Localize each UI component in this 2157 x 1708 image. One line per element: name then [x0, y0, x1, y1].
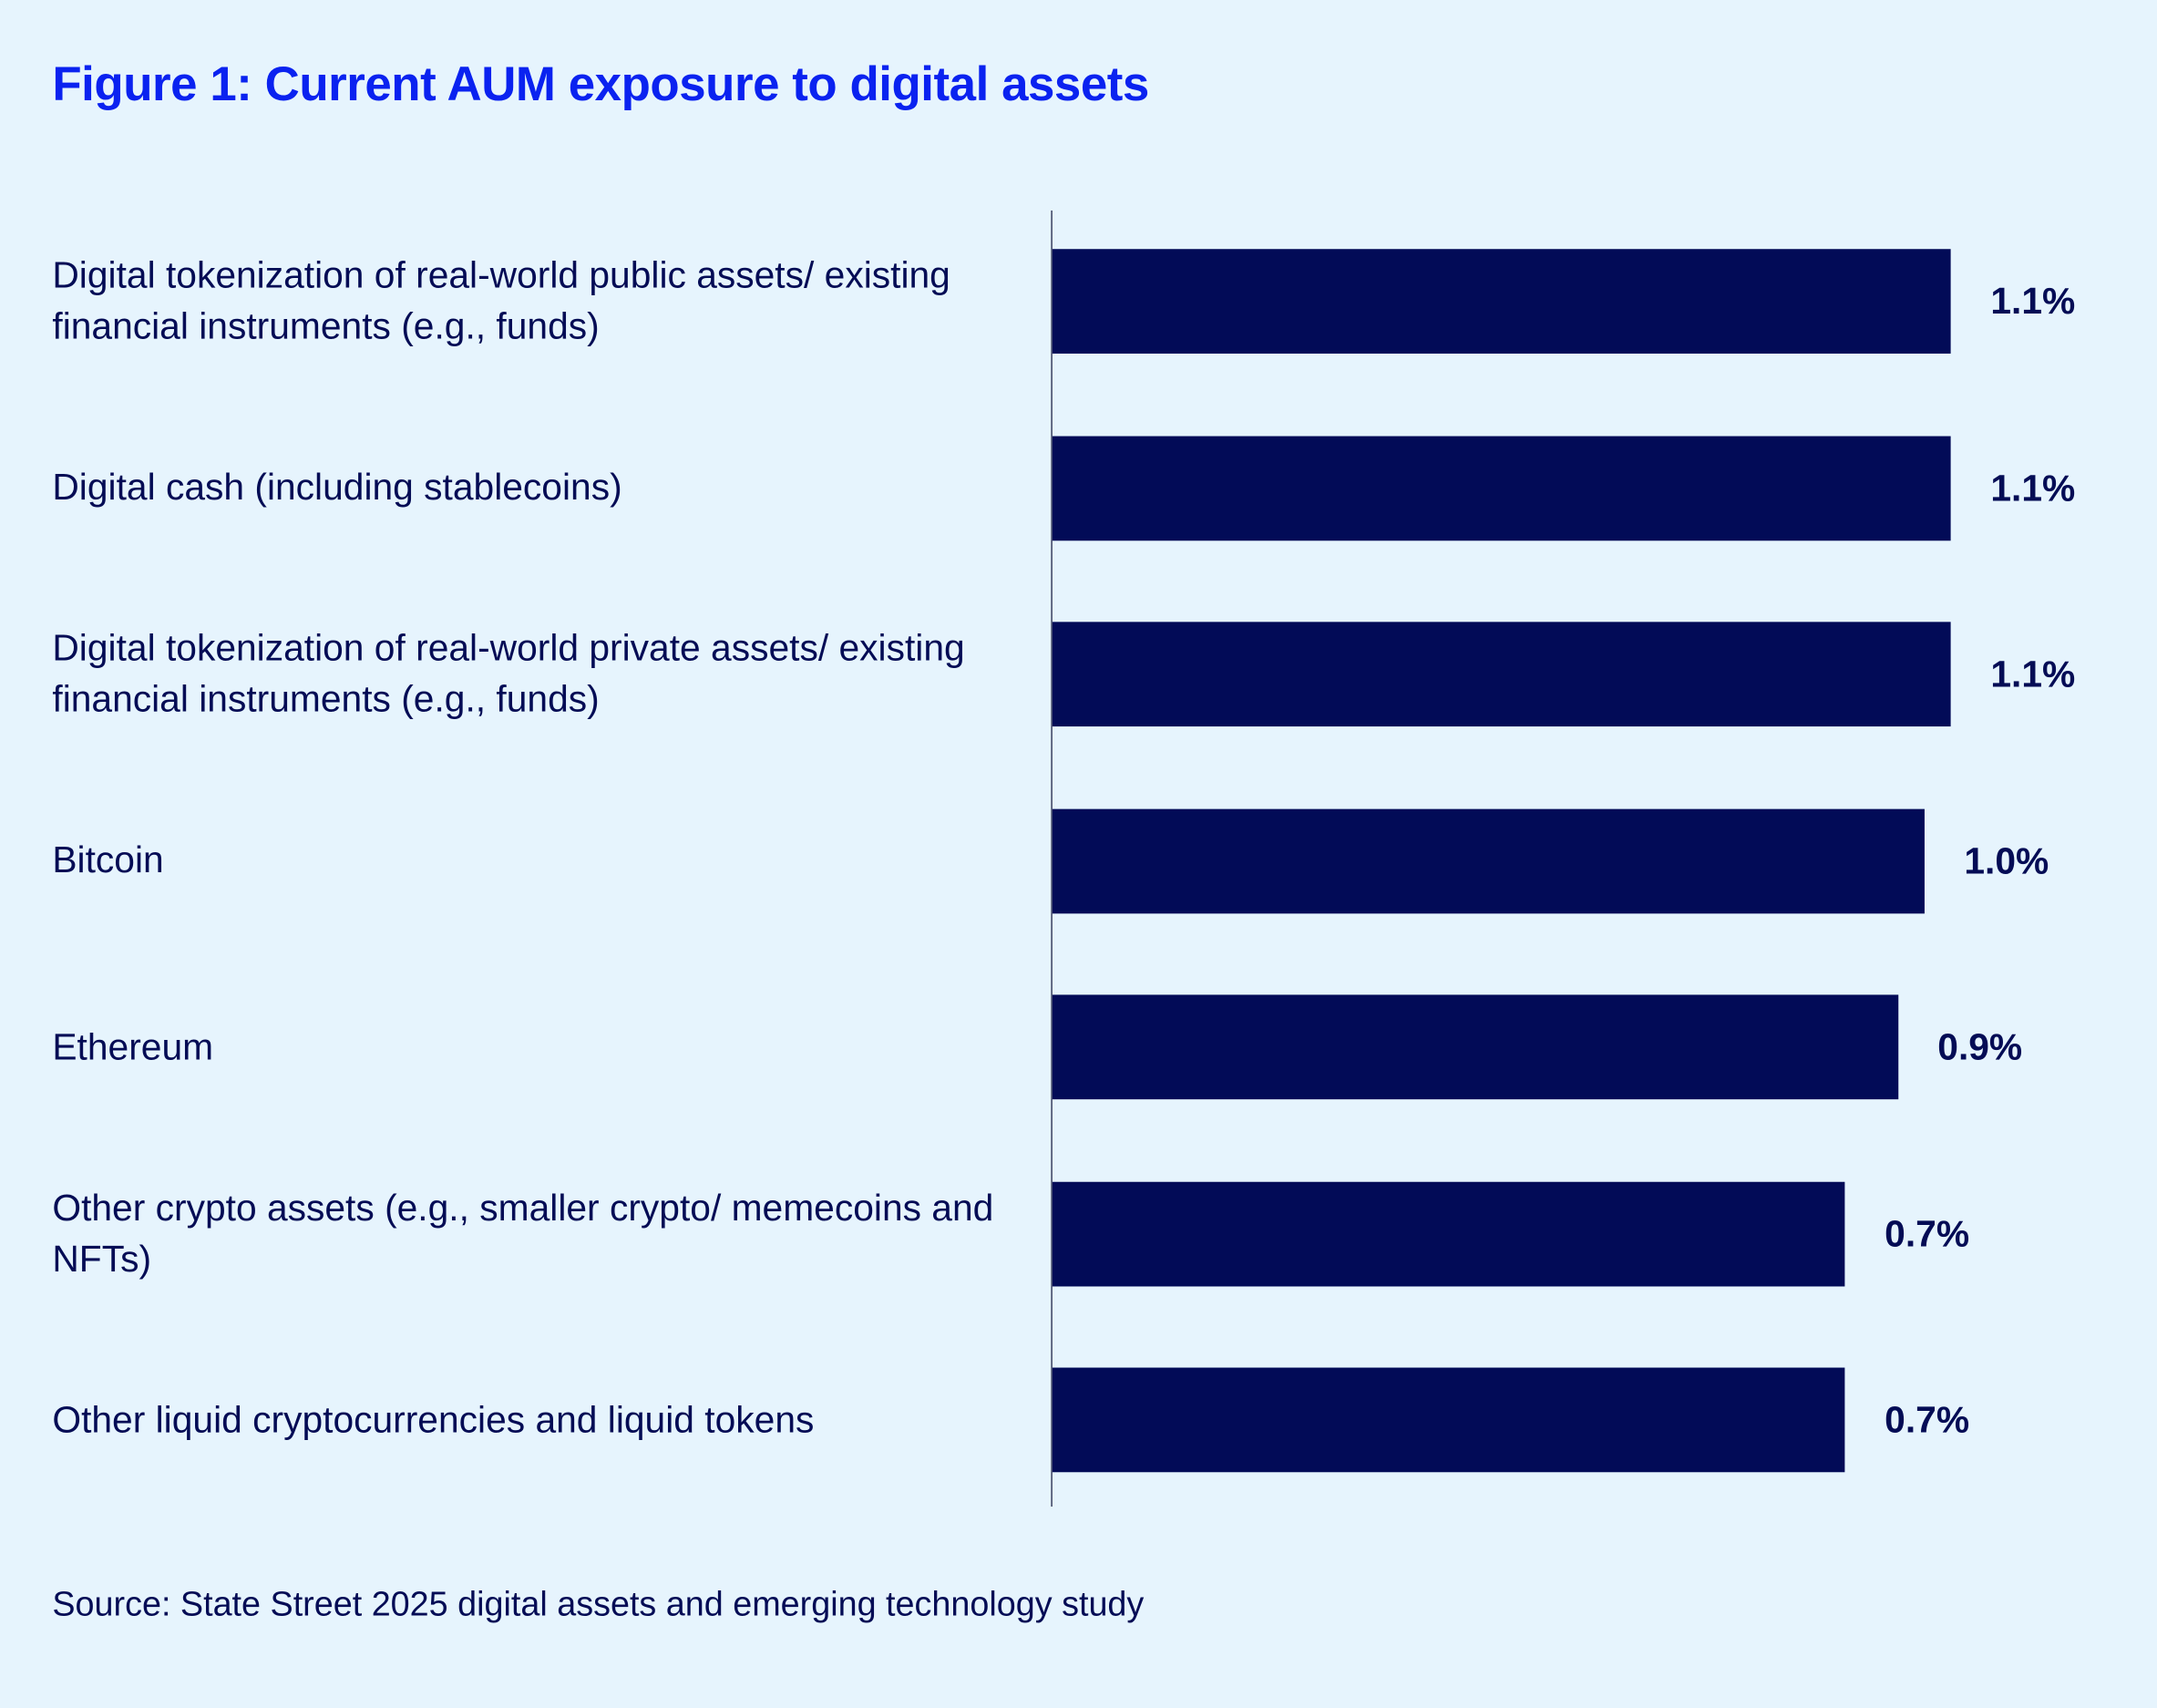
bar: [1052, 1180, 1845, 1286]
data-label: 1.1%: [1990, 280, 2076, 323]
bar: [1052, 622, 1951, 727]
data-label: 1.0%: [1964, 839, 2049, 881]
data-label: 0.7%: [1885, 1212, 1970, 1255]
category-label: Other liquid cryptocurrencies and liquid…: [52, 1398, 815, 1440]
bar: [1052, 808, 1925, 913]
source-note: Source: State Street 2025 digital assets…: [52, 1585, 1145, 1624]
chart-title: Figure 1: Current AUM exposure to digita…: [52, 57, 1149, 112]
category-label: Ethereum: [52, 1025, 214, 1067]
data-label: 0.7%: [1885, 1399, 1970, 1441]
category-label: Digital cash (including stablecoins): [52, 466, 622, 509]
category-label: Digital tokenization of real-world priva…: [52, 627, 965, 720]
category-label: Bitcoin: [52, 839, 164, 881]
bar: [1052, 994, 1898, 1100]
bar: [1052, 1367, 1845, 1473]
data-label: 0.9%: [1937, 1026, 2023, 1068]
bar: [1052, 435, 1951, 540]
category-label: Digital tokenization of real-world publi…: [52, 254, 950, 347]
category-axis-line: [1051, 210, 1053, 1507]
data-label: 1.1%: [1990, 467, 2076, 509]
data-label: 1.1%: [1990, 653, 2076, 695]
category-label: Other crypto assets (e.g., smaller crypt…: [52, 1187, 994, 1280]
bar: [1052, 249, 1951, 354]
